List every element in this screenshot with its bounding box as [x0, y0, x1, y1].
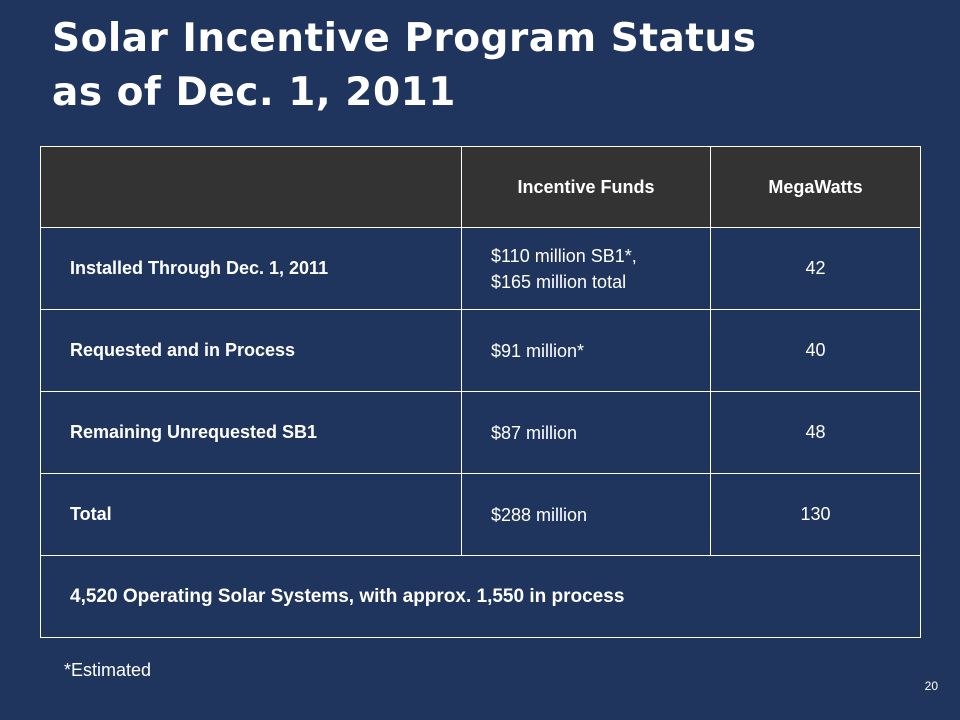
status-table: Incentive Funds MegaWatts Installed Thro…	[40, 146, 921, 638]
slide-title: Solar Incentive Program Status as of Dec…	[52, 12, 756, 120]
table-row-total: Total $288 million 130	[40, 473, 921, 556]
funds-cell: $91 million*	[461, 309, 711, 392]
megawatts-cell: 48	[710, 391, 921, 474]
funds-line: $110 million SB1*,	[491, 245, 637, 266]
header-megawatts: MegaWatts	[710, 146, 921, 228]
megawatts-cell: 130	[710, 473, 921, 556]
row-label: Remaining Unrequested SB1	[40, 391, 462, 474]
table-header-row: Incentive Funds MegaWatts	[40, 146, 921, 228]
table-row: Requested and in Process $91 million* 40	[40, 309, 921, 392]
megawatts-cell: 40	[710, 309, 921, 392]
row-label: Installed Through Dec. 1, 2011	[40, 227, 462, 310]
footnote: *Estimated	[64, 660, 152, 680]
header-cell-empty	[40, 146, 462, 228]
slide-title-line-1: Solar Incentive Program Status	[52, 16, 757, 61]
funds-line: $165 million total	[491, 271, 627, 292]
table-row: Installed Through Dec. 1, 2011 $110 mill…	[40, 227, 921, 310]
header-incentive-funds: Incentive Funds	[461, 146, 711, 228]
slide-title-line-2: as of Dec. 1, 2011	[52, 70, 456, 115]
funds-cell: $87 million	[461, 391, 711, 474]
funds-cell: $288 million	[461, 473, 711, 556]
table-row: Remaining Unrequested SB1 $87 million 48	[40, 391, 921, 474]
megawatts-cell: 42	[710, 227, 921, 310]
funds-cell: $110 million SB1*, $165 million total	[461, 227, 711, 310]
summary-cell: 4,520 Operating Solar Systems, with appr…	[40, 555, 921, 638]
page-number: 20	[924, 679, 938, 693]
table-summary-row: 4,520 Operating Solar Systems, with appr…	[40, 555, 921, 638]
row-label: Total	[40, 473, 462, 556]
row-label: Requested and in Process	[40, 309, 462, 392]
